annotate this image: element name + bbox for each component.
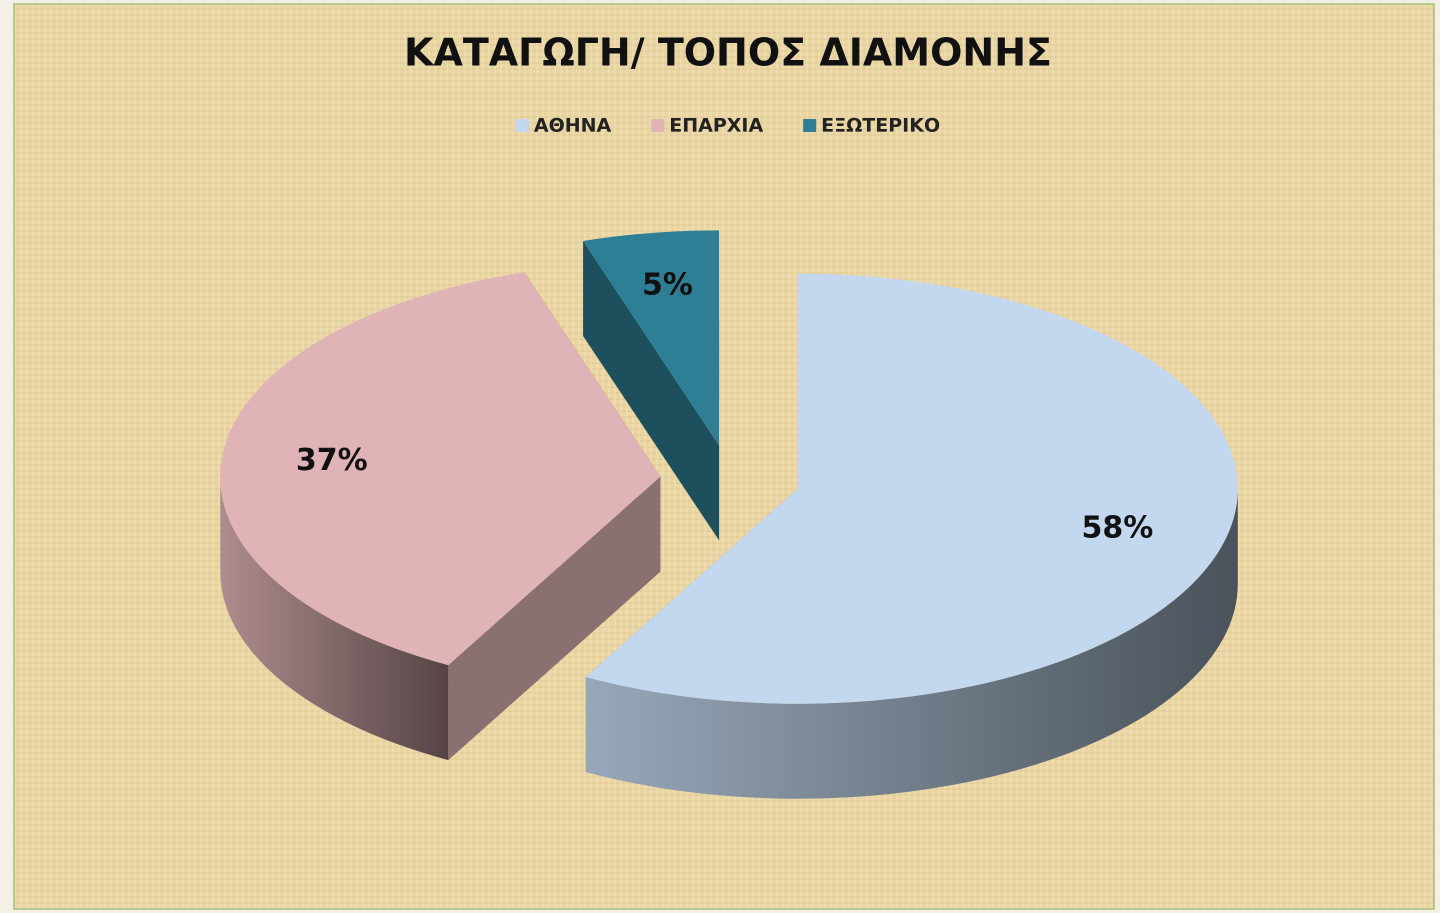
legend-swatch [803,119,817,132]
slice [583,230,720,541]
slice-rim [220,476,449,761]
slice [220,272,661,761]
data-label: 58% [1082,510,1154,545]
pie: 58% 37% 5% [220,230,1238,799]
data-label: 5% [642,268,693,303]
chart-title: ΚΑΤΑΓΩΓΗ/ ΤΟΠΟΣ ΔΙΑΜΟΝΗΣ [404,31,1052,75]
legend-item: ΕΞΩΤΕΡΙΚΟ [803,115,940,137]
slice-top [583,230,720,446]
legend-item: ΑΘΗΝΑ [515,115,612,137]
slice-top [585,273,1238,704]
slice-rim [585,488,1238,799]
legend-item: ΕΠΑΡΧΙΑ [651,115,763,137]
legend: ΑΘΗΝΑ ΕΠΑΡΧΙΑ ΕΞΩΤΕΡΙΚΟ [515,115,940,137]
slice-wall [583,241,720,541]
legend-label: ΑΘΗΝΑ [534,115,612,137]
slice-top [220,272,661,666]
legend-swatch [651,119,665,132]
slice-wall [448,476,661,761]
legend-label: ΕΠΑΡΧΙΑ [669,115,763,137]
data-label: 37% [296,443,368,478]
legend-swatch [515,119,529,132]
legend-label: ΕΞΩΤΕΡΙΚΟ [821,115,940,137]
slice [585,273,1238,799]
